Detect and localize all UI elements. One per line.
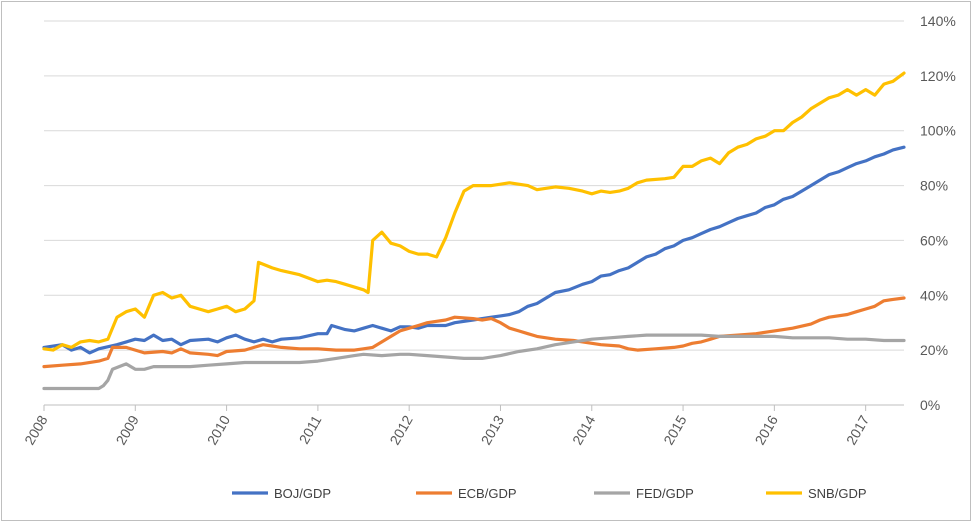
y-tick-label: 120%: [920, 68, 956, 84]
x-tick-label: 2011: [296, 412, 325, 446]
x-tick-label: 2013: [478, 412, 508, 447]
gridlines: [44, 20, 904, 406]
legend-label-snb-gdp: SNB/GDP: [808, 486, 867, 501]
y-tick-label: 100%: [920, 123, 956, 139]
legend-label-fed-gdp: FED/GDP: [636, 486, 694, 501]
y-tick-label: 20%: [920, 342, 948, 358]
x-tick-label: 2017: [843, 412, 873, 447]
series-line-snb-gdp: [42, 71, 906, 352]
legend-label-boj-gdp: BOJ/GDP: [274, 486, 331, 501]
y-axis: 0% 20% 40% 60% 80% 100% 120% 140%: [920, 13, 956, 413]
y-tick-label: 0%: [920, 397, 940, 413]
series-line-ecb-gdp: [42, 296, 906, 369]
series-line-boj-gdp: [42, 145, 906, 355]
y-tick-label: 40%: [920, 287, 948, 303]
x-tick-label: 2016: [752, 412, 782, 447]
y-tick-label: 80%: [920, 178, 948, 194]
y-tick-label: 60%: [920, 232, 948, 248]
y-tick-label: 140%: [920, 13, 956, 29]
legend-label-ecb-gdp: ECB/GDP: [458, 486, 517, 501]
x-axis: 2008 2009 2010 2011 2012 2013 2014 2015 2016 2017: [21, 404, 904, 447]
x-tick-label: 2010: [204, 412, 234, 447]
series-line-fed-gdp: [42, 333, 906, 391]
x-tick-label: 2014: [569, 412, 599, 447]
x-tick-label: 2015: [660, 412, 690, 447]
legend: BOJ/GDP ECB/GDP FED/GDP SNB/GDP: [232, 486, 867, 501]
x-tick-label: 2012: [386, 412, 416, 447]
series-lines: [42, 71, 906, 391]
x-tick-label: 2009: [112, 412, 142, 447]
x-tick-label: 2008: [21, 412, 51, 447]
